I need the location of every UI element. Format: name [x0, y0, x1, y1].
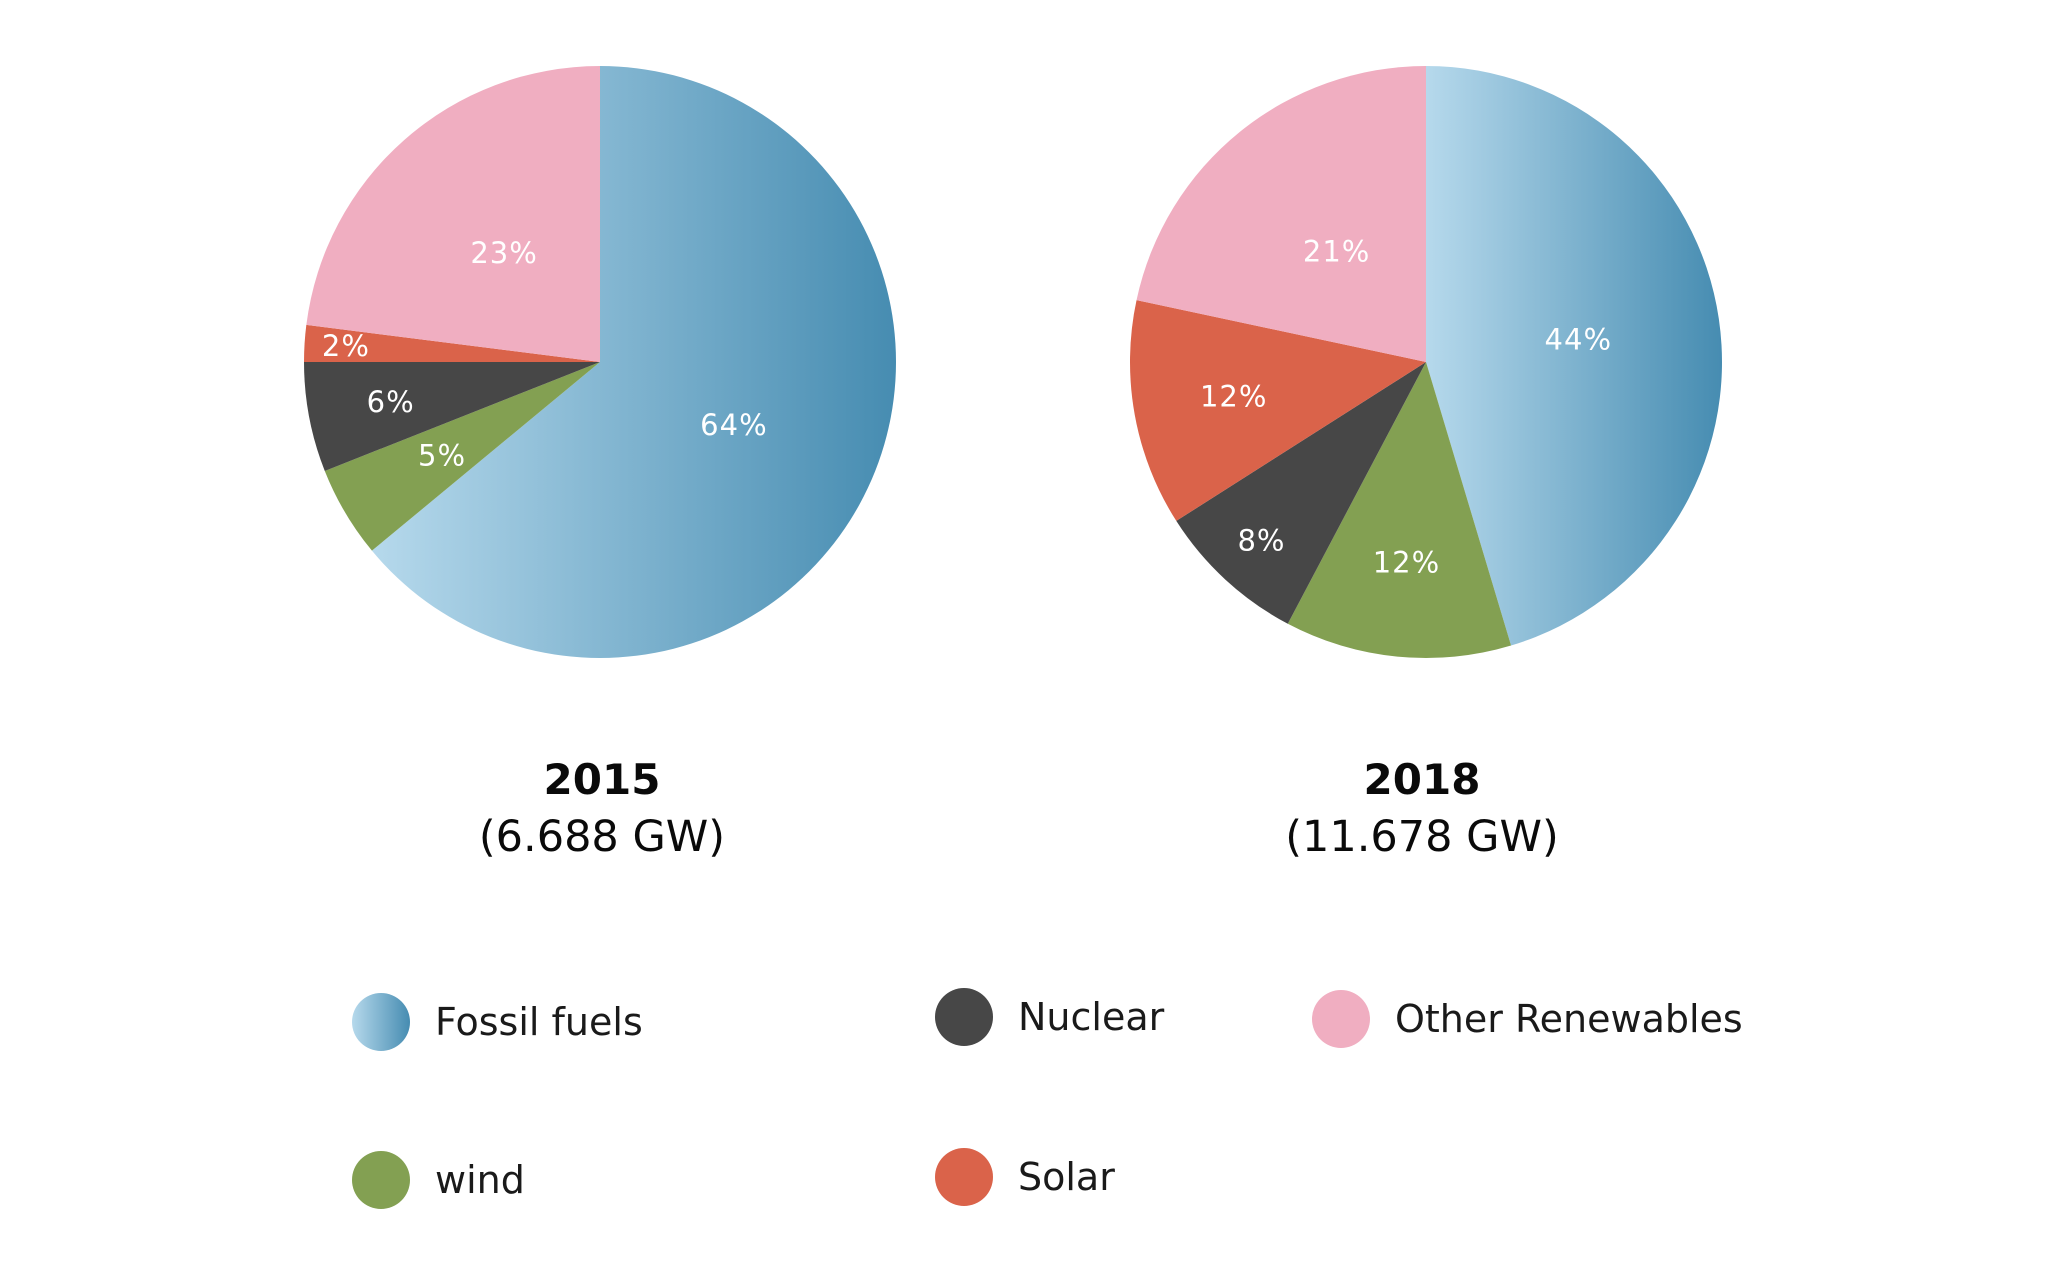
circle-icon	[1312, 990, 1370, 1048]
pie-slice-nuclear	[304, 362, 600, 471]
slice-label-nuclear: 6%	[367, 385, 415, 419]
pie-slice-fossil-fuels	[371, 66, 896, 658]
chart-title-2015: 2015	[543, 755, 661, 804]
legend-item-solar: Solar	[935, 1147, 1115, 1207]
gradient-circle-icon	[352, 993, 410, 1051]
legend-label: Nuclear	[1018, 995, 1165, 1039]
pie-chart-2018: 44% 12% 8% 12% 21%	[1130, 66, 1723, 658]
legend-item-nuclear: Nuclear	[935, 987, 1164, 1047]
slice-label-other-renewables: 21%	[1303, 235, 1370, 269]
chart-subtitle-2018: (11.678 GW)	[1285, 812, 1559, 862]
slice-label-solar: 12%	[1200, 380, 1267, 414]
pie-slice-wind	[1287, 362, 1512, 658]
legend-label: wind	[435, 1158, 525, 1202]
pie-slice-nuclear	[1176, 362, 1426, 624]
pie-slice-solar	[1130, 300, 1426, 521]
slice-label-fossil-fuels: 44%	[1545, 323, 1612, 357]
pie-slice-fossil-fuels	[1426, 66, 1723, 646]
pie-charts-canvas: 64% 5%6% 2% 23% 44% 12% 8% 12% 21%	[304, 66, 1723, 658]
slice-label-other-renewables: 23%	[470, 236, 537, 270]
legend-item-fossil-fuels: Fossil fuels	[352, 992, 643, 1052]
chart-subtitle-2015: (6.688 GW)	[478, 812, 726, 862]
slice-label-nuclear: 8%	[1237, 523, 1285, 557]
chart-title-2018: 2018	[1363, 755, 1481, 804]
circle-icon	[935, 988, 993, 1046]
circle-icon	[935, 1148, 993, 1206]
pie-chart-2015: 64% 5%6% 2% 23%	[304, 66, 896, 658]
chart-caption-2015: 2015 (6.688 GW)	[352, 752, 852, 866]
pie-slice-solar	[304, 324, 600, 362]
pie-slice-other-renewables	[1136, 66, 1426, 362]
pie-slice-other-renewables	[306, 66, 600, 362]
slice-label-wind: 12%	[1373, 545, 1440, 579]
slice-label-fossil-fuels: 64%	[700, 408, 767, 442]
legend-label: Other Renewables	[1395, 997, 1743, 1041]
pie-slice-wind	[324, 362, 600, 551]
legend-item-other-renewables: Other Renewables	[1312, 989, 1743, 1049]
chart-caption-2018: 2018 (11.678 GW)	[1172, 752, 1672, 866]
legend-label: Solar	[1018, 1155, 1115, 1199]
legend-label: Fossil fuels	[435, 1000, 643, 1044]
circle-icon	[352, 1151, 410, 1209]
slice-label-solar: 2%	[322, 329, 370, 363]
legend-item-wind: wind	[352, 1150, 525, 1210]
slice-label-wind: 5%	[418, 438, 466, 472]
